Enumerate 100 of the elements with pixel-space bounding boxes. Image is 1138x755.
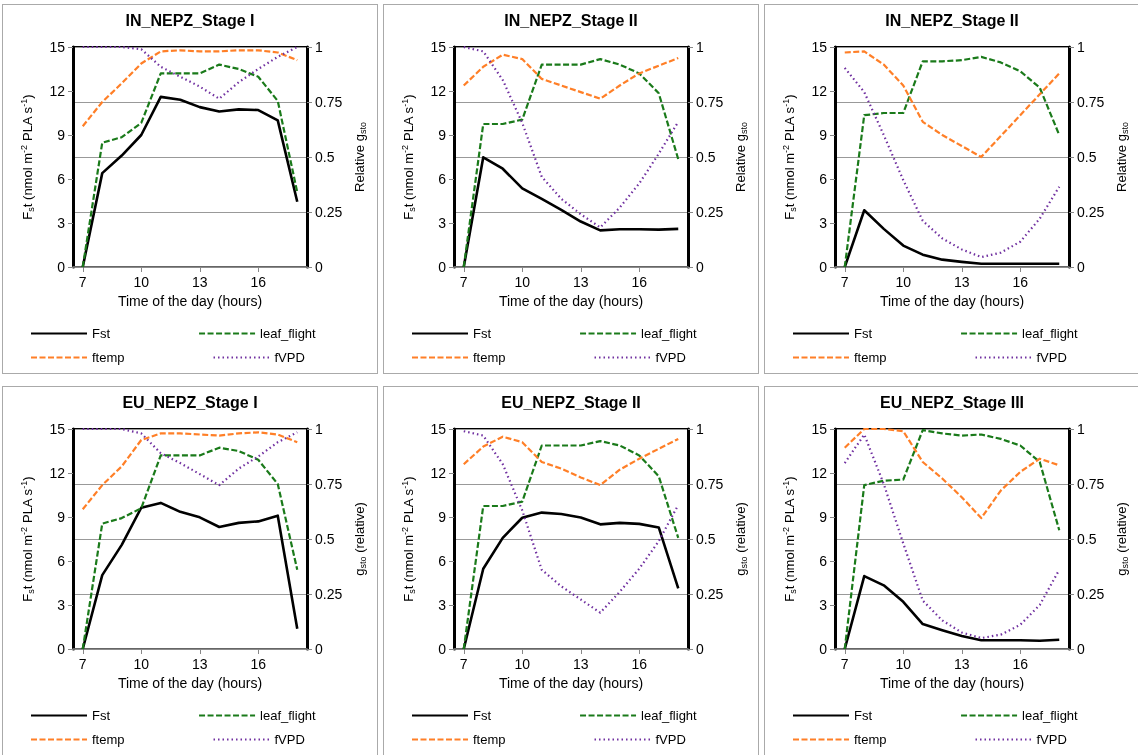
- y-tick-label: 0: [57, 259, 66, 275]
- y-tick-label: 15: [430, 421, 447, 437]
- y2-axis-title: Relative gsto: [1114, 122, 1131, 192]
- line-series: [462, 440, 680, 651]
- chart-title: IN_NEPZ_Stage I: [125, 11, 255, 29]
- x-axis-title: Time of the day (hours): [117, 292, 263, 309]
- y2-tick-label: 0.75: [696, 94, 724, 110]
- x-tick-label: 13: [191, 656, 208, 672]
- y2-tick-label: 0.25: [1077, 586, 1105, 602]
- x-axis-title: Time of the day (hours): [879, 674, 1025, 691]
- y-tick-label: 6: [438, 171, 447, 187]
- line-series: [81, 63, 299, 269]
- legend-label: Fst: [92, 326, 111, 341]
- x-tick-label: 16: [250, 656, 267, 672]
- x-axis-title: Time of the day (hours): [879, 292, 1025, 309]
- chart-title: IN_NEPZ_Stage II: [885, 11, 1019, 29]
- y-tick-label: 3: [57, 215, 66, 231]
- legend-label: leaf_flight: [260, 326, 317, 341]
- y2-tick-label: 0.75: [1077, 476, 1105, 492]
- y-tick-label: 12: [811, 83, 828, 99]
- x-tick-label: 10: [133, 656, 150, 672]
- line-series: [81, 431, 299, 511]
- y2-tick-label: 1: [696, 421, 704, 437]
- y-tick-label: 12: [49, 465, 66, 481]
- x-tick-label: 7: [840, 274, 849, 290]
- legend-label: Fst: [473, 708, 492, 723]
- legend-label: fVPD: [655, 732, 686, 747]
- x-tick-label: 16: [1012, 274, 1029, 290]
- x-tick-label: 16: [1012, 656, 1029, 672]
- chart-title: EU_NEPZ_Stage III: [879, 393, 1025, 411]
- x-tick-label: 13: [953, 274, 970, 290]
- legend-label: leaf_flight: [641, 708, 698, 723]
- line-series: [843, 50, 1061, 159]
- line-series: [462, 58, 680, 269]
- legend-label: Fst: [854, 326, 873, 341]
- line-series: [81, 45, 299, 100]
- y2-tick-label: 0.75: [696, 476, 724, 492]
- line-series: [462, 45, 680, 229]
- x-axis-title: Time of the day (hours): [498, 674, 644, 691]
- y2-tick-label: 0.75: [315, 476, 343, 492]
- x-axis-title: Time of the day (hours): [498, 292, 644, 309]
- y-tick-label: 3: [438, 597, 447, 613]
- y2-tick-label: 0.75: [315, 94, 343, 110]
- x-tick-label: 10: [514, 274, 531, 290]
- x-tick-label: 7: [78, 656, 87, 672]
- y2-tick-label: 0: [315, 641, 323, 657]
- line-series: [81, 49, 299, 128]
- legend-label: ftemp: [92, 732, 125, 747]
- y-tick-label: 15: [49, 39, 66, 55]
- legend-label: ftemp: [854, 350, 887, 365]
- y-tick-label: 9: [438, 127, 447, 143]
- chart-title: EU_NEPZ_Stage I: [122, 393, 258, 411]
- chart-title: IN_NEPZ_Stage II: [504, 11, 638, 29]
- y-tick-label: 0: [438, 641, 447, 657]
- y2-tick-label: 0: [1077, 259, 1085, 275]
- x-tick-label: 10: [514, 656, 531, 672]
- x-tick-label: 7: [459, 656, 468, 672]
- y-tick-label: 6: [438, 553, 447, 569]
- y-tick-label: 0: [819, 641, 828, 657]
- legend-label: fVPD: [1036, 732, 1067, 747]
- x-tick-label: 7: [78, 274, 87, 290]
- y2-tick-label: 0.5: [315, 531, 335, 547]
- y2-tick-label: 0.25: [1077, 204, 1105, 220]
- y2-tick-label: 0: [696, 259, 704, 275]
- legend-label: leaf_flight: [641, 326, 698, 341]
- y2-tick-label: 1: [1077, 39, 1085, 55]
- y2-tick-label: 0: [696, 641, 704, 657]
- y-tick-label: 12: [49, 83, 66, 99]
- line-series: [81, 427, 299, 487]
- y-tick-label: 9: [57, 509, 66, 525]
- x-tick-label: 13: [572, 656, 589, 672]
- legend-label: ftemp: [473, 350, 506, 365]
- y-tick-label: 6: [819, 553, 828, 569]
- y-tick-label: 3: [438, 215, 447, 231]
- legend-label: leaf_flight: [1022, 708, 1079, 723]
- y2-tick-label: 0.5: [1077, 149, 1097, 165]
- y-tick-label: 0: [819, 259, 828, 275]
- legend-label: fVPD: [1036, 350, 1067, 365]
- x-tick-label: 10: [133, 274, 150, 290]
- y2-axis-title: gsto (relative): [1114, 502, 1131, 576]
- y-tick-label: 15: [811, 39, 828, 55]
- legend-label: ftemp: [854, 732, 887, 747]
- y-tick-label: 9: [819, 127, 828, 143]
- legend-label: Fst: [473, 326, 492, 341]
- y2-tick-label: 0.5: [315, 149, 335, 165]
- y2-tick-label: 0.25: [315, 586, 343, 602]
- x-axis-title: Time of the day (hours): [117, 674, 263, 691]
- y-tick-label: 9: [57, 127, 66, 143]
- y-tick-label: 15: [49, 421, 66, 437]
- y-tick-label: 3: [819, 215, 828, 231]
- x-tick-label: 16: [631, 274, 648, 290]
- legend-label: Fst: [92, 708, 111, 723]
- y2-axis-title: Relative gsto: [733, 122, 750, 192]
- y2-axis-title: gsto (relative): [733, 502, 750, 576]
- y2-tick-label: 0.25: [315, 204, 343, 220]
- y2-tick-label: 0.5: [696, 149, 716, 165]
- line-series: [462, 430, 680, 614]
- legend-label: ftemp: [473, 732, 506, 747]
- y2-axis-title: Relative gsto: [352, 122, 369, 192]
- x-tick-label: 13: [191, 274, 208, 290]
